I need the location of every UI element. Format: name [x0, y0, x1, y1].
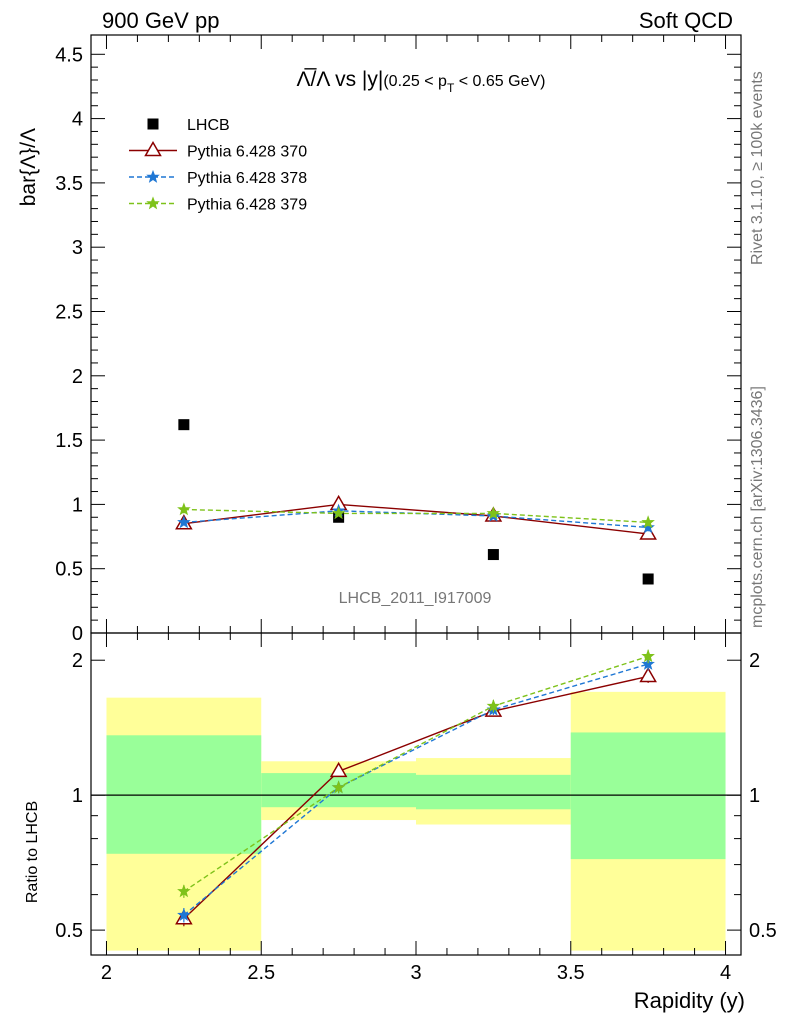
main-point-lhcb [178, 419, 190, 431]
main-point-pythia-6-428-379 [486, 506, 501, 520]
ratio-point-pythia-6-428-379 [177, 884, 191, 898]
main-y-tick-label: 0.5 [55, 559, 83, 581]
main-point-pythia-6-428-379 [331, 506, 346, 520]
ratio-line-pythia-6-428-378 [183, 663, 649, 916]
main-y-tick-label: 3.5 [55, 173, 83, 195]
main-y-tick-label: 2.5 [55, 301, 83, 323]
main-line-pythia-6-428-370 [183, 503, 649, 535]
title-ratio: Λ̅/Λ [297, 68, 331, 91]
legend: LHCB Pythia 6.428 370 Pythia 6.428 378 Pyth… [129, 117, 307, 214]
legend-marker-pythia-6-428-378 [146, 169, 160, 183]
legend-marker-pythia-6-428-370 [144, 140, 162, 157]
ratio-band-green [416, 774, 571, 810]
main-y-axis: 0 0.5 1 1.5 2 2.5 3 3.5 4 4.5 [55, 44, 741, 645]
legend-marker-lhcb [147, 118, 159, 130]
title-vs: vs |y| [329, 68, 383, 91]
main-y-tick-label: 0 [72, 623, 83, 645]
ratio-panel: 0.5 0.5 1 1 2 2 2 2.5 3 3.5 4 Ratio to LHCB Rapid… [24, 632, 777, 1013]
ratio-y-tick-label: 0.5 [55, 920, 83, 942]
ratio-x-tick-label: 2.5 [247, 962, 275, 984]
ratio-y-axis-label: Ratio to LHCB [24, 801, 41, 903]
ratio-y-tick-label-right: 2 [749, 650, 760, 672]
ratio-point-pythia-6-428-370 [329, 761, 348, 778]
main-series-layer [175, 419, 657, 585]
legend-label-pythia-6-428-378: Pythia 6.428 378 [187, 170, 307, 187]
main-line-pythia-6-428-379 [183, 508, 649, 524]
main-point-pythia-6-428-379 [177, 502, 191, 516]
main-y-tick-label: 4.5 [55, 44, 83, 66]
ratio-point-pythia-6-428-379 [641, 649, 655, 663]
legend-label-pythia-6-428-379: Pythia 6.428 379 [187, 197, 307, 214]
main-y-tick-label: 1 [72, 494, 83, 516]
main-point-pythia-6-428-378 [177, 515, 191, 529]
ratio-uncertainty-bands [106, 691, 726, 951]
main-point-pythia-6-428-379 [641, 515, 655, 529]
ratio-x-tick-label: 2 [101, 962, 112, 984]
figure-header: 900 GeV pp Soft QCD [102, 8, 733, 33]
main-plot-title: Λ̅/Λ vs |y|(0.25 < pT < 0.65 GeV) [297, 68, 546, 95]
ratio-x-tick-label: 4 [720, 962, 731, 984]
main-point-lhcb [487, 549, 499, 561]
ratio-band-green [106, 735, 262, 854]
ratio-y-axis: 0.5 0.5 1 1 2 2 [55, 650, 777, 942]
legend-label-pythia-6-428-370: Pythia 6.428 370 [187, 144, 307, 161]
ratio-x-tick-label: 3.5 [557, 962, 585, 984]
main-y-tick-label: 4 [72, 109, 83, 131]
x-axis-label: Rapidity (y) [634, 988, 745, 1013]
main-x-ticks [105, 35, 727, 633]
rivet-version-text: Rivet 3.1.10, ≥ 100k events [749, 71, 766, 265]
ratio-point-pythia-6-428-379 [331, 780, 346, 794]
ratio-y-tick-label: 2 [72, 650, 83, 672]
ratio-point-pythia-6-428-378 [641, 656, 655, 670]
legend-label-lhcb: LHCB [187, 117, 230, 134]
ratio-point-pythia-6-428-378 [177, 907, 191, 921]
main-y-tick-label: 1.5 [55, 430, 83, 452]
main-y-axis-label: bar{Λ}/Λ [17, 128, 40, 206]
header-left-text: 900 GeV pp [102, 8, 219, 33]
title-range-open: (0.25 < p [383, 73, 447, 90]
ratio-line-pythia-6-428-379 [183, 655, 649, 892]
main-point-lhcb [642, 573, 654, 585]
main-panel: 0 0.5 1 1.5 2 2.5 3 3.5 4 4.5 Λ̅/Λ vs |y|(0.25 < … [17, 34, 742, 645]
main-y-tick-label: 3 [72, 237, 83, 259]
ratio-y-tick-label-right: 1 [749, 785, 760, 807]
ratio-point-pythia-6-428-379 [486, 698, 501, 712]
title-range-close: < 0.65 GeV) [454, 73, 545, 90]
ratio-line-pythia-6-428-370 [183, 675, 649, 920]
main-point-pythia-6-428-378 [641, 520, 655, 534]
ratio-x-tick-label: 3 [410, 962, 421, 984]
ratio-x-axis: 2 2.5 3 3.5 4 [101, 633, 731, 984]
ratio-band-green [570, 732, 726, 860]
ratio-point-pythia-6-428-370 [639, 666, 657, 683]
title-subscript: T [447, 81, 455, 95]
ratio-series-layer [175, 649, 657, 927]
ratio-y-tick-label: 1 [72, 785, 83, 807]
mcplots-credit-text: mcplots.cern.ch [arXiv:1306.3436] [749, 386, 766, 628]
main-point-lhcb [333, 511, 345, 523]
main-y-tick-label: 2 [72, 366, 83, 388]
legend-marker-pythia-6-428-379 [146, 196, 160, 210]
analysis-id-label: LHCB_2011_I917009 [339, 590, 492, 607]
ratio-y-tick-label-right: 0.5 [749, 920, 777, 942]
header-right-text: Soft QCD [639, 8, 733, 33]
